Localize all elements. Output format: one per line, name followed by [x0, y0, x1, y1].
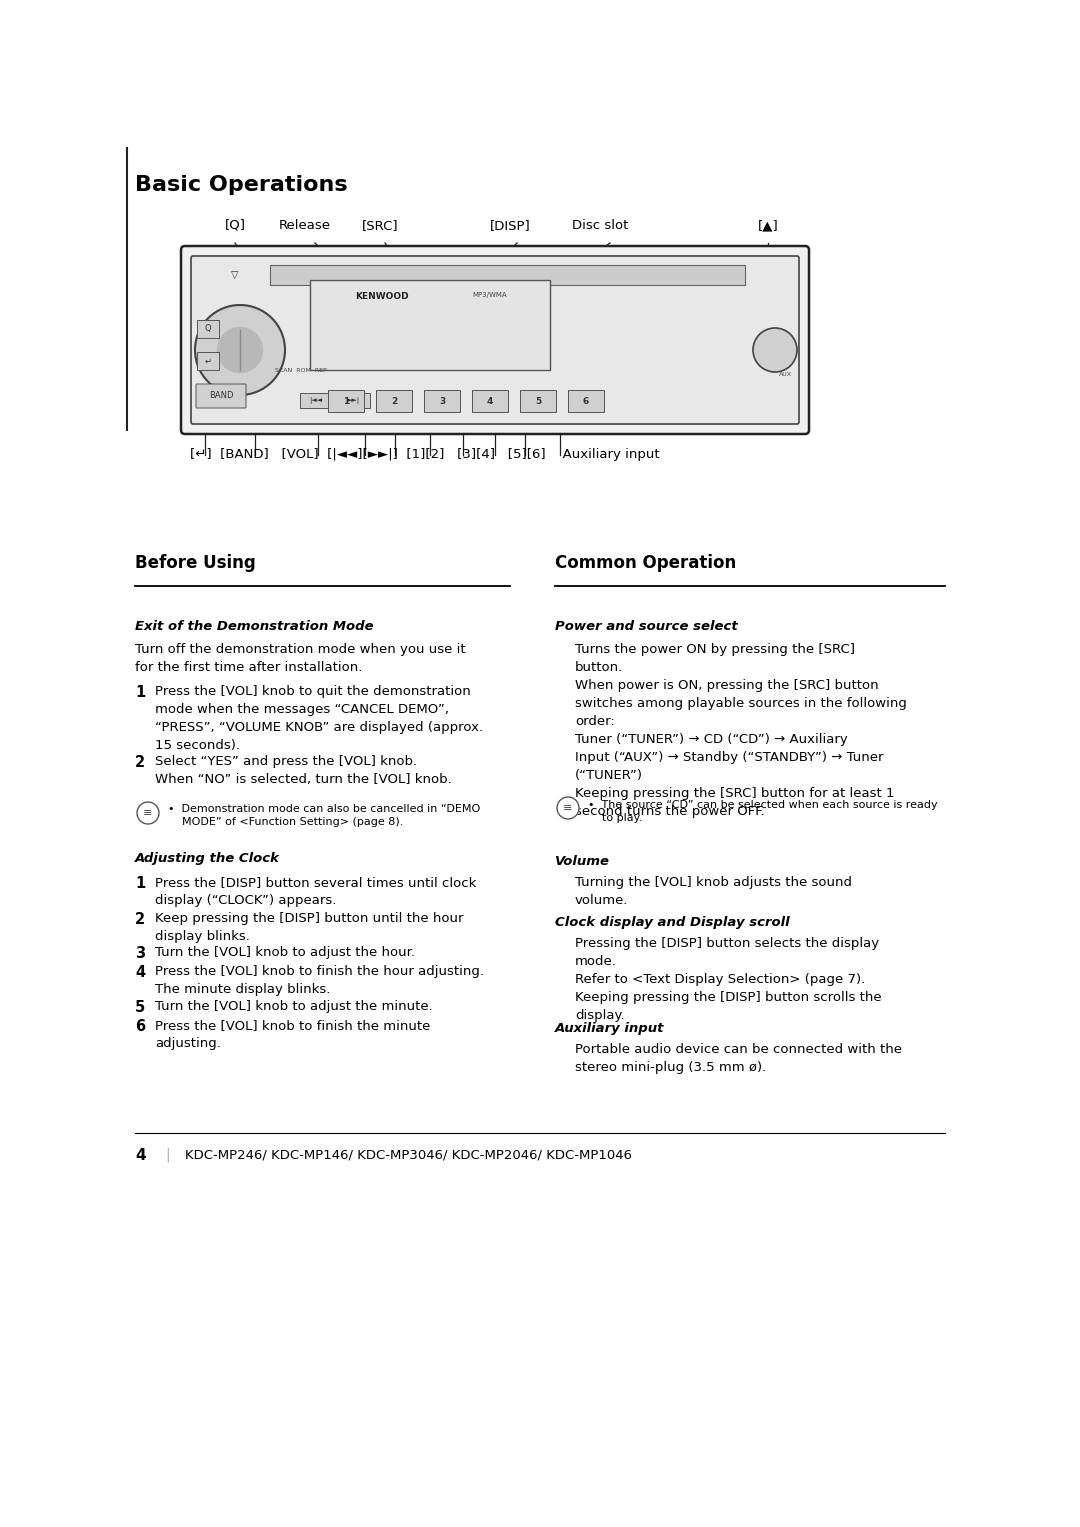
Text: Power and source select: Power and source select [555, 620, 738, 634]
Text: Select “YES” and press the [VOL] knob.
When “NO” is selected, turn the [VOL] kno: Select “YES” and press the [VOL] knob. W… [156, 754, 451, 786]
Text: Auxiliary input: Auxiliary input [555, 1022, 664, 1035]
Text: AUX: AUX [779, 373, 792, 377]
Text: Press the [VOL] knob to quit the demonstration
mode when the messages “CANCEL DE: Press the [VOL] knob to quit the demonst… [156, 686, 483, 751]
Bar [568, 389, 604, 412]
Text: 1: 1 [135, 686, 145, 699]
Text: KENWOOD: KENWOOD [355, 292, 409, 301]
Text: 4: 4 [135, 1148, 146, 1164]
FancyBboxPatch shape [181, 246, 809, 434]
Text: Before Using: Before Using [135, 554, 256, 573]
Text: •  Demonstration mode can also be cancelled in “DEMO
    MODE” of <Function Sett: • Demonstration mode can also be cancell… [168, 805, 481, 828]
Bar [424, 389, 460, 412]
Text: [▲]: [▲] [758, 218, 779, 232]
Text: 6: 6 [135, 1019, 145, 1034]
Text: ≡: ≡ [144, 808, 152, 818]
Text: Turns the power ON by pressing the [SRC]
button.
When power is ON, pressing the : Turns the power ON by pressing the [SRC]… [575, 643, 907, 818]
Text: |◄◄: |◄◄ [310, 397, 323, 405]
Text: [SRC]: [SRC] [362, 218, 399, 232]
Text: Keep pressing the [DISP] button until the hour
display blinks.: Keep pressing the [DISP] button until th… [156, 912, 463, 944]
Bar [197, 321, 219, 337]
Text: 4: 4 [487, 397, 494, 406]
Text: 2: 2 [135, 912, 145, 927]
Text: |: | [165, 1148, 170, 1162]
Text: SCAN  ROM  REP: SCAN ROM REP [275, 368, 326, 373]
Text: Turning the [VOL] knob adjusts the sound
volume.: Turning the [VOL] knob adjusts the sound… [575, 876, 852, 907]
Text: ↵: ↵ [204, 356, 212, 365]
FancyBboxPatch shape [195, 383, 246, 408]
Circle shape [753, 328, 797, 373]
Text: •  The source “CD” can be selected when each source is ready
    to play.: • The source “CD” can be selected when e… [588, 800, 937, 823]
Text: Press the [DISP] button several times until clock
display (“CLOCK”) appears.: Press the [DISP] button several times un… [156, 876, 476, 907]
Text: 1: 1 [135, 876, 145, 890]
Circle shape [137, 802, 159, 825]
Text: Turn off the demonstration mode when you use it
for the first time after install: Turn off the demonstration mode when you… [135, 643, 465, 673]
Text: MP3/WMA: MP3/WMA [473, 292, 508, 298]
Text: 4: 4 [135, 965, 145, 980]
Bar [338, 392, 370, 408]
Text: ▽: ▽ [231, 270, 239, 279]
Text: 2: 2 [391, 397, 397, 406]
FancyBboxPatch shape [191, 257, 799, 425]
Text: [Q]: [Q] [225, 218, 245, 232]
Text: Press the [VOL] knob to finish the minute
adjusting.: Press the [VOL] knob to finish the minut… [156, 1019, 430, 1051]
Bar [472, 389, 508, 412]
Text: Adjusting the Clock: Adjusting the Clock [135, 852, 280, 864]
Text: 5: 5 [135, 1000, 145, 1015]
Text: Disc slot: Disc slot [571, 218, 629, 232]
Text: 2: 2 [135, 754, 145, 770]
Text: Release: Release [279, 218, 330, 232]
Text: 3: 3 [438, 397, 445, 406]
Text: Basic Operations: Basic Operations [135, 176, 348, 195]
Text: Turn the [VOL] knob to adjust the minute.: Turn the [VOL] knob to adjust the minute… [156, 1000, 433, 1012]
Bar [270, 266, 745, 286]
Bar [328, 389, 364, 412]
Bar [376, 389, 411, 412]
Circle shape [217, 327, 262, 373]
Circle shape [557, 797, 579, 818]
Text: KDC-MP246/ KDC-MP146/ KDC-MP3046/ KDC-MP2046/ KDC-MP1046: KDC-MP246/ KDC-MP146/ KDC-MP3046/ KDC-MP… [185, 1148, 632, 1161]
Bar [197, 353, 219, 370]
Text: Volume: Volume [555, 855, 610, 867]
Text: 5: 5 [535, 397, 541, 406]
Text: Clock display and Display scroll: Clock display and Display scroll [555, 916, 789, 928]
Text: Exit of the Demonstration Mode: Exit of the Demonstration Mode [135, 620, 374, 634]
Text: 1: 1 [342, 397, 349, 406]
Text: Q: Q [205, 325, 212, 333]
Circle shape [195, 305, 285, 395]
Bar [310, 279, 550, 370]
Text: Portable audio device can be connected with the
stereo mini-plug (3.5 mm ø).: Portable audio device can be connected w… [575, 1043, 902, 1073]
Text: 3: 3 [135, 947, 145, 960]
Text: [↵]  [BAND]   [VOL]  [|◄◄][►►|]  [1][2]   [3][4]   [5][6]    Auxiliary input: [↵] [BAND] [VOL] [|◄◄][►►|] [1][2] [3][4… [190, 447, 660, 461]
Text: ≡: ≡ [564, 803, 572, 812]
Text: ►►|: ►►| [348, 397, 361, 405]
Text: Pressing the [DISP] button selects the display
mode.
Refer to <Text Display Sele: Pressing the [DISP] button selects the d… [575, 938, 881, 1022]
Bar [519, 389, 556, 412]
Text: [DISP]: [DISP] [489, 218, 530, 232]
Text: Press the [VOL] knob to finish the hour adjusting.
The minute display blinks.: Press the [VOL] knob to finish the hour … [156, 965, 484, 996]
Bar [300, 392, 332, 408]
Text: Turn the [VOL] knob to adjust the hour.: Turn the [VOL] knob to adjust the hour. [156, 947, 415, 959]
Text: BAND: BAND [208, 391, 233, 400]
Text: 6: 6 [583, 397, 589, 406]
Text: Common Operation: Common Operation [555, 554, 737, 573]
